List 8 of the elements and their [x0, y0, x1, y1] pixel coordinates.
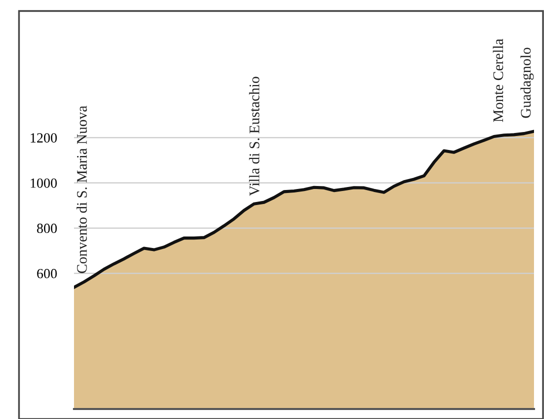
y-tick-label: 800 — [37, 224, 57, 234]
y-tick-label: 1000 — [30, 178, 57, 188]
annotation: Monte Cerella — [492, 38, 504, 122]
y-tick-label: 600 — [37, 268, 57, 278]
annotation: Guadagnolo — [520, 48, 534, 118]
annotation: Convento di S. Maria Nuova — [76, 106, 87, 274]
y-tick-label: 1200 — [30, 133, 57, 143]
annotation: Villa di S. Eustachio — [249, 76, 260, 196]
